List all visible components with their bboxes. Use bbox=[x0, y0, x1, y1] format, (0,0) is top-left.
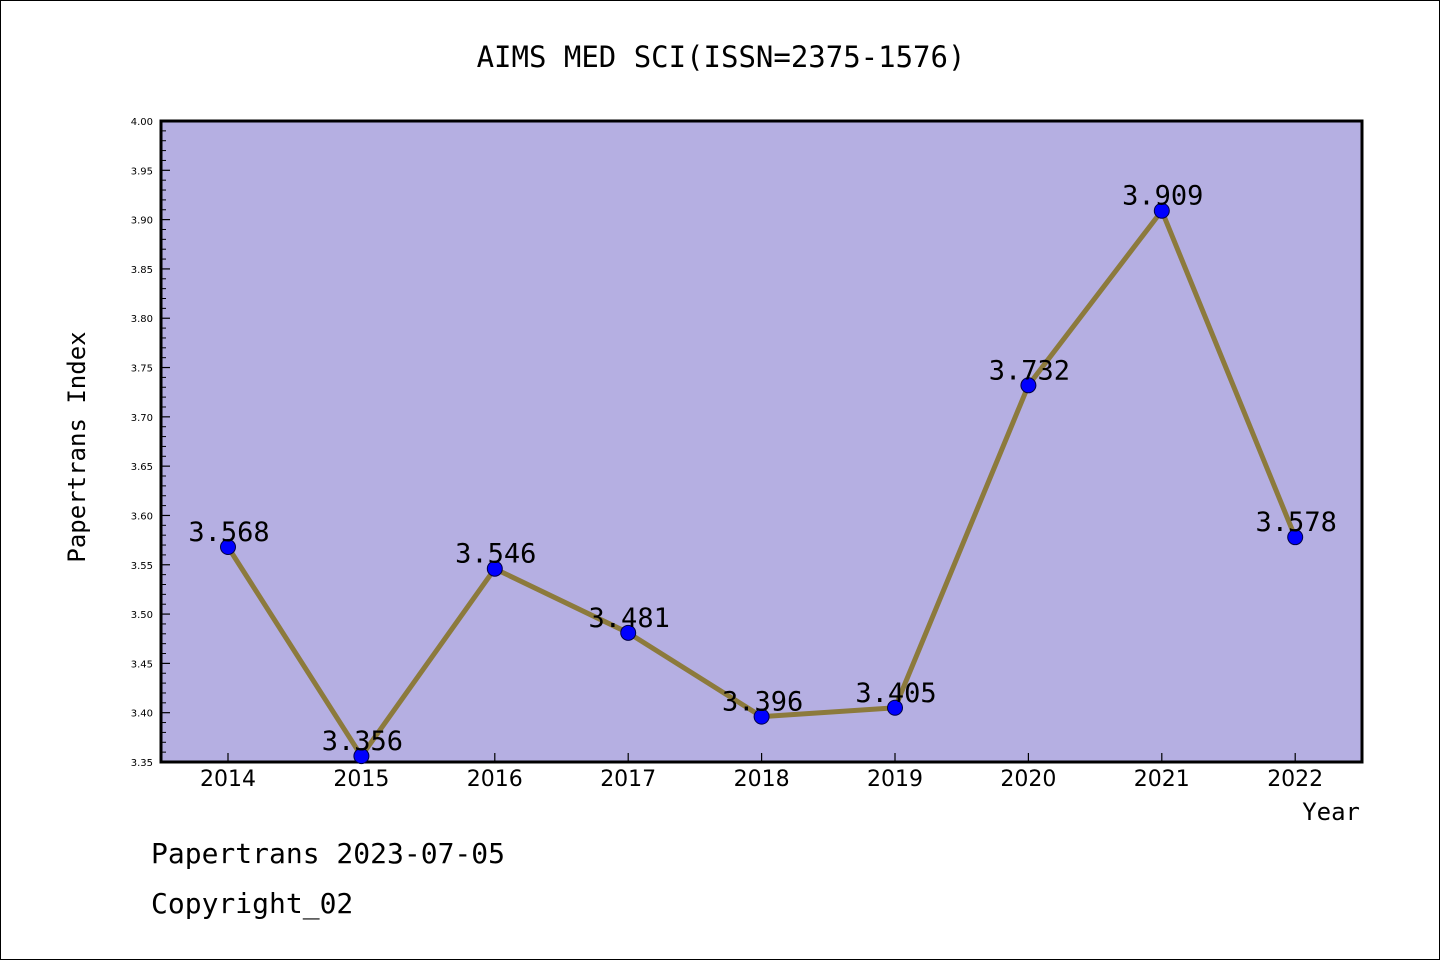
y-tick-label: 3.60 bbox=[131, 511, 153, 522]
y-tick-label: 3.55 bbox=[131, 561, 153, 572]
x-tick-label: 2019 bbox=[867, 767, 923, 792]
x-axis-label: Year bbox=[1302, 798, 1360, 826]
data-point bbox=[486, 560, 503, 577]
plot-area bbox=[159, 119, 1364, 764]
y-tick-label: 3.35 bbox=[131, 758, 153, 769]
y-tick-label: 3.90 bbox=[131, 216, 153, 227]
data-point bbox=[353, 748, 370, 765]
data-label: 3.396 bbox=[722, 687, 803, 718]
y-tick-label: 3.65 bbox=[131, 462, 153, 473]
y-tick-label: 3.40 bbox=[131, 709, 153, 720]
y-tick-label: 3.50 bbox=[131, 610, 153, 621]
data-label: 3.732 bbox=[989, 355, 1070, 386]
data-labels: 3.568 3.356 3.546 3.481 3.396 3.405 3.732 3.909… bbox=[188, 181, 1336, 757]
data-label: 3.405 bbox=[855, 678, 936, 709]
data-point bbox=[1153, 202, 1170, 219]
x-tick-label: 2022 bbox=[1267, 767, 1323, 792]
y-tick-label: 3.45 bbox=[131, 659, 153, 670]
y-axis: 3.35 3.40 3.45 3.50 3.55 3.60 3.65 3.70 3.75 3.80… bbox=[131, 117, 170, 769]
y-tick-label: 3.70 bbox=[131, 413, 153, 424]
data-point bbox=[1287, 529, 1304, 546]
x-tick-label: 2020 bbox=[1000, 767, 1056, 792]
data-label: 3.481 bbox=[589, 603, 670, 634]
footer-date: Papertrans 2023-07-05 bbox=[151, 837, 506, 870]
data-point bbox=[1020, 377, 1037, 394]
series-papertrans-index bbox=[220, 202, 1304, 765]
y-tick-label: 3.75 bbox=[131, 364, 153, 375]
x-tick-label: 2014 bbox=[200, 767, 256, 792]
x-tick-label: 2018 bbox=[734, 767, 790, 792]
footer-copyright: Copyright_02 bbox=[151, 887, 354, 920]
y-tick-label: 3.80 bbox=[131, 314, 153, 325]
data-point bbox=[753, 708, 770, 725]
y-axis-label: Papertrans Index bbox=[63, 331, 91, 562]
data-point bbox=[887, 699, 903, 716]
y-tick-label: 4.00 bbox=[131, 117, 153, 128]
x-tick-label: 2016 bbox=[467, 767, 523, 792]
data-point bbox=[620, 624, 637, 641]
data-label: 3.356 bbox=[322, 726, 403, 757]
data-label: 3.546 bbox=[455, 539, 536, 570]
y-tick-label: 3.85 bbox=[131, 265, 153, 276]
x-axis: 2014 2015 2016 2017 2018 2019 2020 2021 2022 bbox=[200, 753, 1323, 792]
x-tick-label: 2017 bbox=[600, 767, 656, 792]
chart-title: AIMS MED SCI(ISSN=2375-1576) bbox=[477, 40, 966, 74]
data-label: 3.909 bbox=[1122, 181, 1203, 212]
x-tick-label: 2021 bbox=[1134, 767, 1190, 792]
data-point bbox=[220, 539, 236, 556]
y-tick-label: 3.95 bbox=[131, 166, 153, 177]
data-label: 3.568 bbox=[188, 517, 269, 548]
x-tick-label: 2015 bbox=[333, 767, 389, 792]
data-label: 3.578 bbox=[1256, 507, 1337, 538]
